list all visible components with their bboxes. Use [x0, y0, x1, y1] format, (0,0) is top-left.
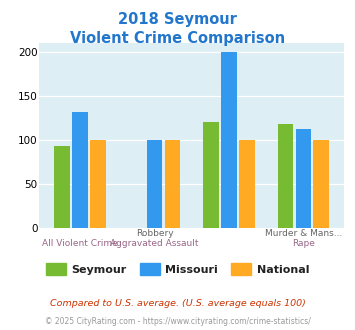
Legend: Seymour, Missouri, National: Seymour, Missouri, National [41, 259, 314, 280]
Text: 2018 Seymour: 2018 Seymour [118, 12, 237, 26]
Bar [54, 146, 70, 228]
Bar [296, 129, 311, 228]
Text: All Violent Crime: All Violent Crime [42, 239, 118, 248]
Bar [72, 112, 88, 228]
Text: Murder & Mans...: Murder & Mans... [265, 229, 342, 238]
Bar [239, 140, 255, 228]
Text: Robbery: Robbery [136, 229, 173, 238]
Bar [147, 140, 162, 228]
Bar [164, 140, 180, 228]
Text: Violent Crime Comparison: Violent Crime Comparison [70, 31, 285, 46]
Bar [313, 140, 329, 228]
Text: Compared to U.S. average. (U.S. average equals 100): Compared to U.S. average. (U.S. average … [50, 299, 305, 308]
Text: Rape: Rape [292, 239, 315, 248]
Text: Aggravated Assault: Aggravated Assault [110, 239, 199, 248]
Bar [221, 52, 237, 228]
Bar [278, 124, 293, 228]
Bar [90, 140, 106, 228]
Bar [203, 122, 219, 228]
Text: © 2025 CityRating.com - https://www.cityrating.com/crime-statistics/: © 2025 CityRating.com - https://www.city… [45, 317, 310, 326]
